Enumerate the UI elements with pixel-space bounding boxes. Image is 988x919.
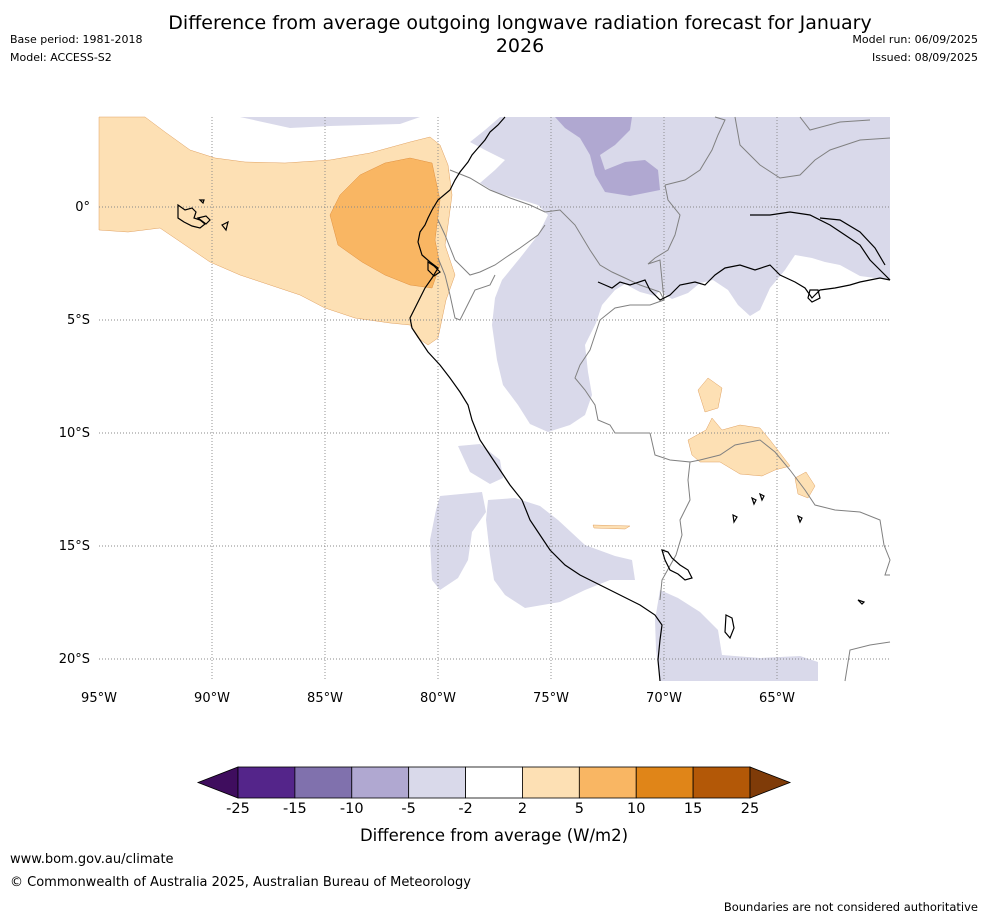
colorbar-tick-label: -2 xyxy=(458,801,473,817)
lake-1 xyxy=(724,614,735,640)
colorbar xyxy=(196,766,792,799)
colorbar-title: Difference from average (W/m2) xyxy=(359,826,629,845)
amazon-river-north xyxy=(750,211,891,281)
map-title: Difference from average outgoing longwav… xyxy=(168,12,872,57)
galapagos-4 xyxy=(198,199,205,205)
anomaly-medium-orange xyxy=(329,157,441,289)
lake-4 xyxy=(796,514,803,524)
amazon-river xyxy=(597,264,891,301)
border-colombia-ecuador-peru xyxy=(449,169,665,301)
lon-label-65w: 65°W xyxy=(759,691,795,706)
colorbar-box xyxy=(408,766,466,799)
colorbar-tick-label: 15 xyxy=(683,801,703,817)
colorbar-tick-label: -10 xyxy=(339,801,364,817)
lon-label-90w: 90°W xyxy=(194,691,230,706)
gulf-guayaquil xyxy=(427,260,441,277)
anomaly-area-amazon xyxy=(470,117,890,432)
model-name: Model: ACCESS-S2 xyxy=(10,51,112,64)
latitude-labels: 0° 5°S 10°S 15°S 20°S xyxy=(59,200,90,667)
anomaly-light-purple xyxy=(240,117,890,681)
colorbar-box xyxy=(465,766,523,799)
colorbar-box xyxy=(351,766,410,799)
lon-label-85w: 85°W xyxy=(307,691,343,706)
colorbar-box xyxy=(578,766,637,799)
galapagos-2 xyxy=(196,215,211,225)
meta-right: Model run: 06/09/2025 Issued: 08/09/2025 xyxy=(852,31,978,67)
lat-label-10s: 10°S xyxy=(59,426,90,441)
meta-left: Base period: 1981-2018 Model: ACCESS-S2 xyxy=(10,31,142,67)
colorbar-box xyxy=(635,766,694,799)
anomaly-area-coast-1 xyxy=(458,444,503,484)
copyright-text: © Commonwealth of Australia 2025, Austra… xyxy=(10,875,471,890)
lake-3 xyxy=(732,513,738,524)
colorbar-tick-label: 25 xyxy=(740,801,760,817)
lon-label-95w: 95°W xyxy=(81,691,117,706)
border-paraguay xyxy=(844,641,891,682)
colorbar-box xyxy=(522,766,580,799)
base-period: Base period: 1981-2018 xyxy=(10,33,143,46)
lake-titicaca xyxy=(661,549,693,581)
border-bolivia-brazil xyxy=(689,439,891,576)
border-venezuela-guyana xyxy=(734,116,891,179)
lat-label-15s: 15°S xyxy=(59,539,90,554)
amazon-river-side xyxy=(819,217,886,266)
colorbar-extend-low xyxy=(196,766,239,799)
lon-label-75w: 75°W xyxy=(533,691,569,706)
model-run: Model run: 06/09/2025 xyxy=(852,33,978,46)
anomaly-area-bolivia-2 xyxy=(687,417,791,477)
disclaimer-text: Boundaries are not considered authoritat… xyxy=(723,900,978,914)
country-borders xyxy=(437,116,891,682)
border-brazil-north xyxy=(799,116,871,131)
colorbar-box xyxy=(692,766,751,799)
colorbar-box xyxy=(294,766,353,799)
colorbar-tick-label: -15 xyxy=(283,801,307,817)
anomaly-medium-purple xyxy=(555,117,660,196)
border-peru-brazil xyxy=(574,299,665,434)
anomaly-area-north xyxy=(240,117,420,128)
lake-2 xyxy=(750,492,765,506)
border-ecuador-peru xyxy=(437,219,546,276)
border-ecuador-south xyxy=(437,257,496,321)
lon-label-70w: 70°W xyxy=(646,691,682,706)
anomaly-area-peru-strip xyxy=(592,524,631,530)
anomaly-area-coast-2 xyxy=(430,492,486,590)
colorbar-tick-label: 5 xyxy=(574,801,584,817)
coastlines xyxy=(177,116,891,682)
colorbar-tick-label: 10 xyxy=(626,801,646,817)
issued-date: Issued: 08/09/2025 xyxy=(871,51,978,64)
colorbar-tick-label: -25 xyxy=(226,801,250,817)
lat-label-0: 0° xyxy=(75,200,90,215)
lat-label-20s: 20°S xyxy=(59,652,90,667)
border-peru-bolivia xyxy=(649,432,691,601)
border-colombia-brazil xyxy=(647,184,681,301)
anomaly-area-bolivia-3 xyxy=(794,471,816,499)
colorbar-box xyxy=(237,766,296,799)
lon-label-80w: 80°W xyxy=(420,691,456,706)
colorbar-tick-label: 2 xyxy=(517,801,528,817)
anomaly-area-bolivia-1 xyxy=(697,377,723,413)
lat-label-5s: 5°S xyxy=(67,313,90,328)
longitude-labels: 95°W 90°W 85°W 80°W 75°W 70°W 65°W xyxy=(81,691,795,706)
lake-6 xyxy=(857,599,866,605)
website-url[interactable]: www.bom.gov.au/climate xyxy=(10,852,174,867)
anomaly-area-coast-3 xyxy=(486,498,635,608)
border-colombia-venezuela xyxy=(664,116,726,186)
lake-5 xyxy=(807,289,821,303)
galapagos-3 xyxy=(221,220,229,232)
gridlines xyxy=(99,117,890,681)
colorbar-extend-high xyxy=(749,766,792,799)
coastline-west xyxy=(409,116,663,682)
anomaly-area-south xyxy=(655,590,818,681)
colorbar-tick-label: -5 xyxy=(401,801,416,817)
